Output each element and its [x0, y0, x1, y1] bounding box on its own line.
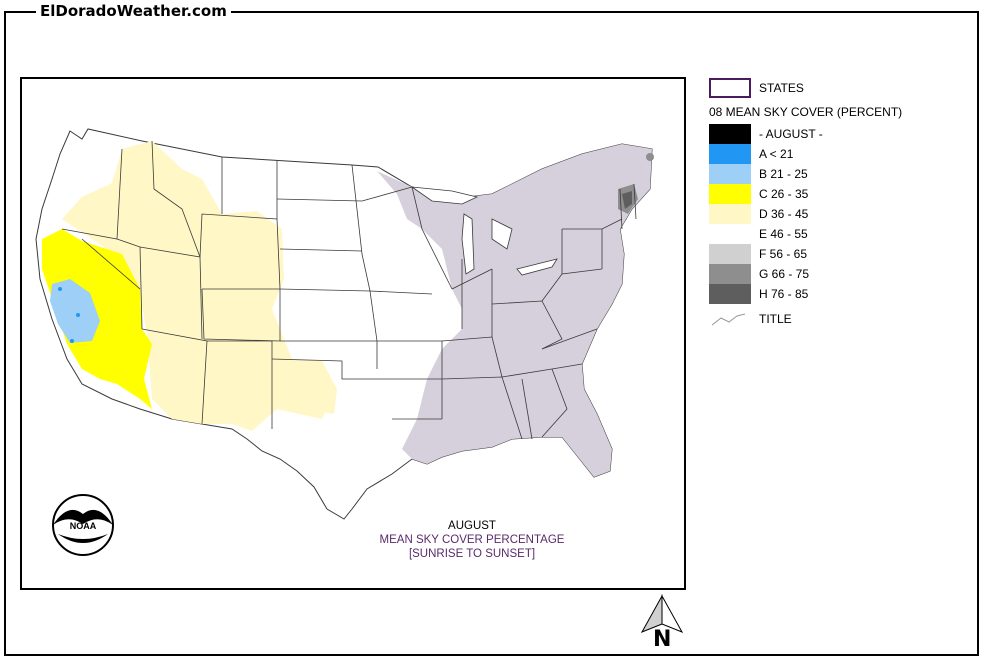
noaa-logo-text: NOAA: [70, 521, 97, 531]
legend-heading: 08 MEAN SKY COVER (PERCENT): [709, 105, 903, 119]
legend-label: F 56 - 65: [759, 247, 808, 261]
legend-states-swatch: [709, 78, 751, 98]
lake-superior: [410, 186, 479, 205]
legend-item-august: - AUGUST -: [709, 124, 959, 144]
page-frame: [4, 11, 979, 656]
legend-item-b: B 21 - 25: [709, 164, 959, 184]
legend-item-g: G 66 - 75: [709, 264, 959, 284]
legend-swatch: [709, 204, 751, 224]
legend-label: - AUGUST -: [759, 127, 823, 141]
legend-swatch: [709, 224, 751, 244]
legend-title-label: TITLE: [759, 312, 792, 326]
legend-label: E 46 - 55: [759, 227, 808, 241]
legend-label: G 66 - 75: [759, 267, 810, 281]
map-panel: NOAA AUGUST MEAN SKY COVER PERCENTAGE [S…: [20, 77, 686, 590]
legend-label: B 21 - 25: [759, 167, 808, 181]
us-map: [35, 128, 654, 520]
legend-label: H 76 - 85: [759, 287, 809, 301]
north-label: N: [653, 627, 672, 652]
lake-michigan: [461, 213, 475, 275]
region-a-spot: [70, 339, 74, 343]
region-f-east: [377, 144, 652, 477]
legend-item-d: D 36 - 45: [709, 204, 959, 224]
legend-swatch: [709, 164, 751, 184]
legend-swatch: [709, 284, 751, 304]
legend-label: C 26 - 35: [759, 187, 809, 201]
region-a-spot: [58, 287, 62, 291]
region-b: [50, 279, 100, 343]
north-arrow-icon: [640, 594, 684, 633]
legend-states-label: STATES: [759, 81, 804, 95]
map-caption: AUGUST MEAN SKY COVER PERCENTAGE [SUNRIS…: [352, 519, 592, 561]
region-d-west: [62, 141, 332, 431]
legend-item-f: F 56 - 65: [709, 244, 959, 264]
legend-item-c: C 26 - 35: [709, 184, 959, 204]
legend-swatch: [709, 244, 751, 264]
lake-erie: [516, 258, 558, 276]
region-d-southplains: [277, 359, 337, 414]
site-title[interactable]: ElDoradoWeather.com: [36, 2, 231, 20]
legend-item-h: H 76 - 85: [709, 284, 959, 304]
legend-swatch: [709, 264, 751, 284]
legend-swatch: [709, 124, 751, 144]
state-borders: [61, 140, 637, 440]
lake-huron: [491, 218, 513, 250]
region-a-spot: [76, 313, 80, 317]
caption-month: AUGUST: [448, 520, 496, 532]
legend-swatch: [709, 144, 751, 164]
caption-title: MEAN SKY COVER PERCENTAGE: [379, 534, 565, 546]
region-h: [622, 191, 632, 209]
legend-item-e: E 46 - 55: [709, 224, 959, 244]
legend-item-title: TITLE: [709, 309, 959, 329]
legend-item-a: A < 21: [709, 144, 959, 164]
noaa-logo: NOAA: [52, 494, 114, 556]
region-g-spot: [646, 153, 654, 161]
legend-label: D 36 - 45: [759, 207, 809, 221]
title-line-icon: [711, 313, 746, 326]
caption-subtitle: [SUNRISE TO SUNSET]: [408, 548, 536, 560]
north-arrow: N: [636, 594, 688, 656]
legend-label: A < 21: [759, 147, 794, 161]
legend-swatch: [709, 184, 751, 204]
